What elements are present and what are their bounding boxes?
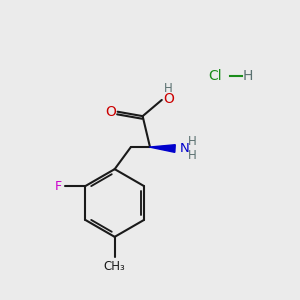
Text: O: O (163, 92, 174, 106)
Text: H: H (188, 148, 197, 161)
Text: H: H (164, 82, 172, 95)
Text: H: H (188, 135, 197, 148)
Polygon shape (149, 145, 175, 152)
Text: H: H (243, 69, 253, 83)
Text: Cl: Cl (208, 69, 222, 83)
Text: F: F (55, 180, 62, 193)
Text: O: O (106, 105, 117, 119)
Text: CH₃: CH₃ (104, 260, 125, 273)
Text: N: N (180, 142, 189, 155)
